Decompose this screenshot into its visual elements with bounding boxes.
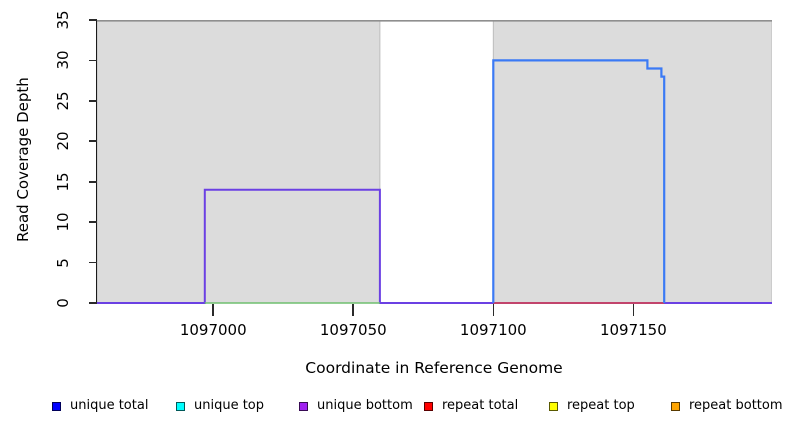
legend-item-repeat-total: repeat total: [424, 398, 518, 414]
x-axis-title: Coordinate in Reference Genome: [305, 359, 563, 377]
legend-swatch-icon: [299, 401, 308, 411]
x-tick-label: 1097000: [179, 321, 247, 339]
legend-label: repeat bottom: [689, 398, 783, 413]
y-tick-label: 30: [54, 50, 72, 70]
legend-swatch-icon: [549, 401, 558, 411]
legend-label: repeat total: [442, 398, 519, 413]
legend-label: repeat top: [567, 398, 635, 413]
series-unique-bottom-line: [97, 188, 772, 304]
y-tick-label: 25: [54, 91, 72, 111]
x-tick-label: 1097100: [459, 321, 527, 339]
legend-label: unique top: [194, 398, 265, 413]
x-tick-mark: [632, 304, 635, 316]
y-tick-mark: [89, 140, 97, 143]
legend-swatch-icon: [671, 401, 680, 411]
y-tick-label: 0: [54, 298, 72, 308]
y-axis-title: Read Coverage Depth: [14, 77, 32, 242]
x-tick-mark: [352, 304, 355, 316]
legend-label: unique bottom: [317, 398, 413, 413]
x-tick-label: 1097050: [319, 321, 387, 339]
y-tick-mark: [89, 59, 97, 62]
y-tick-mark: [89, 100, 97, 102]
mapped-region-1: [97, 20, 381, 304]
x-tick-label: 1097150: [599, 321, 667, 339]
y-tick-mark: [89, 261, 97, 264]
y-tick-mark: [89, 302, 97, 304]
legend-swatch-icon: [52, 401, 61, 411]
y-tick-label: 15: [54, 172, 72, 192]
series-unique-total-line: [492, 59, 666, 303]
y-tick-label: 35: [54, 10, 72, 30]
legend-item-repeat-top: repeat top: [549, 398, 635, 414]
plot-area: [97, 20, 772, 304]
mapped-region-2: [492, 20, 772, 304]
y-tick-mark: [89, 221, 97, 223]
y-tick-label: 10: [54, 212, 72, 232]
legend-swatch-icon: [424, 401, 433, 411]
y-tick-mark: [89, 180, 97, 183]
y-tick-mark: [89, 19, 97, 21]
legend-item-unique-top: unique top: [176, 398, 264, 414]
x-tick-mark: [212, 304, 215, 316]
legend-item-repeat-bottom: repeat bottom: [671, 398, 783, 414]
y-tick-label: 20: [54, 131, 72, 151]
x-tick-mark: [492, 304, 495, 316]
legend-swatch-icon: [176, 401, 185, 411]
legend-item-unique-total: unique total: [52, 398, 148, 414]
legend-label: unique total: [70, 398, 149, 413]
legend-item-unique-bottom: unique bottom: [299, 398, 413, 414]
y-tick-label: 5: [54, 257, 72, 268]
legend: unique total unique top unique bottom repea…: [0, 398, 792, 418]
